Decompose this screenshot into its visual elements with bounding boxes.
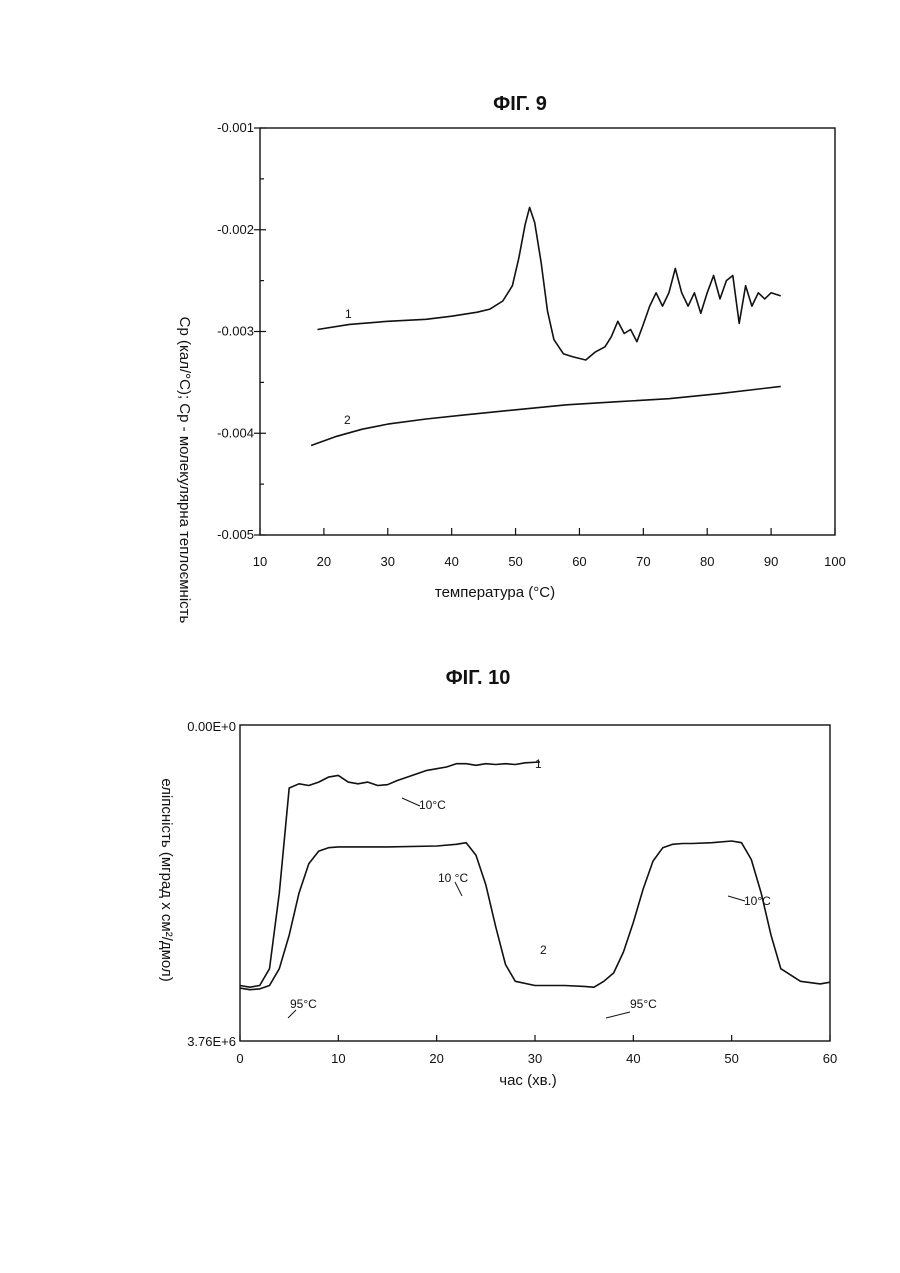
figure-10-x-tick-label: 40 [626,1051,640,1066]
figure-9-series-2-label: 2 [344,413,351,427]
figure-9-series-2-line [311,386,781,445]
figure-9-x-tick-label: 20 [317,554,331,569]
figure-10-plot-area [240,762,830,990]
figure-10-frame [240,725,830,1041]
figure-10-series-2-line [240,841,830,990]
annotation-leader-95c-b [606,1012,630,1018]
figure-9-frame [260,128,835,535]
figure-9-y-tick-label: -0.004 [217,425,254,440]
annotation-10c-b: 10 °C [438,871,468,885]
annotation-10c-c: 10°C [744,894,771,908]
figure-9-x-tick-label: 90 [764,554,778,569]
figure-10-x-tick-label: 50 [724,1051,738,1066]
figure-9-x-tick-label: 80 [700,554,714,569]
figure-10-y-top-label: 0.00E+0 [187,719,236,734]
figure-10-x-tick-label: 0 [236,1051,243,1066]
figure-9-y-axis-label: Cp (кал/°C); Cp - молекулярна теплоємніс… [176,317,193,624]
figure-9-y-axis: -0.001 -0.002 -0.003 -0.004 -0.005 [217,120,266,542]
figure-10-y-axis-label: еліпсність (мград x см²/дмол) [158,778,175,981]
figure-10-y-bottom-label: 3.76E+6 [187,1034,236,1049]
figure-10-x-axis-label: час (хв.) [499,1072,556,1089]
annotation-10c-a: 10°C [419,798,446,812]
figure-10: ФІГ. 10 0.00E+0 3.76E+6 0102030405060 1 … [158,667,837,1089]
figure-10-x-axis: 0 10 20 30 40 50 60 [236,1035,837,1066]
figure-9-x-tick-label: 60 [572,554,586,569]
annotation-leader-10c-c [728,896,745,901]
annotation-leader-95c-a [288,1010,296,1018]
figure-9-y-tick-label: -0.003 [217,324,254,339]
figure-9-x-tick-label: 40 [444,554,458,569]
figure-10-x-tick-label: 60 [823,1051,837,1066]
figure-9-x-tick-label: 50 [508,554,522,569]
figure-9-y-tick-label: -0.002 [217,222,254,237]
figure-9-series-1-label: 1 [345,307,352,321]
annotation-leader-10c-a [402,798,420,806]
figure-9-y-tick-label: -0.001 [217,120,254,135]
figure-9-y-tick-label: -0.005 [217,527,254,542]
figure-9-x-tick-label: 30 [381,554,395,569]
figure-9: ФІГ. 9 -0.001 -0.002 -0.003 -0.004 -0.005 10… [176,93,846,624]
figure-9-x-tick-label: 100 [824,554,846,569]
figure-9-plot-area [311,207,781,445]
figure-10-x-tick-label: 20 [429,1051,443,1066]
figure-9-series-1-line [318,207,781,360]
annotation-95c-a: 95°C [290,997,317,1011]
figure-9-title: ФІГ. 9 [493,93,547,115]
figure-10-series-2-label: 2 [540,943,547,957]
figure-9-x-tick-label: 10 [253,554,267,569]
figure-10-title: ФІГ. 10 [446,667,511,689]
annotation-95c-b: 95°C [630,997,657,1011]
figure-9-x-tick-label: 70 [636,554,650,569]
figure-10-series-1-line [240,762,540,987]
figure-10-x-tick-label: 30 [528,1051,542,1066]
figure-10-series-1-label: 1 [535,757,542,771]
figure-9-x-axis: 10 20 30 40 50 60 70 80 90 100 [253,528,846,569]
figure-9-x-axis-label: температура (°C) [435,584,555,601]
figure-10-x-tick-label: 10 [331,1051,345,1066]
